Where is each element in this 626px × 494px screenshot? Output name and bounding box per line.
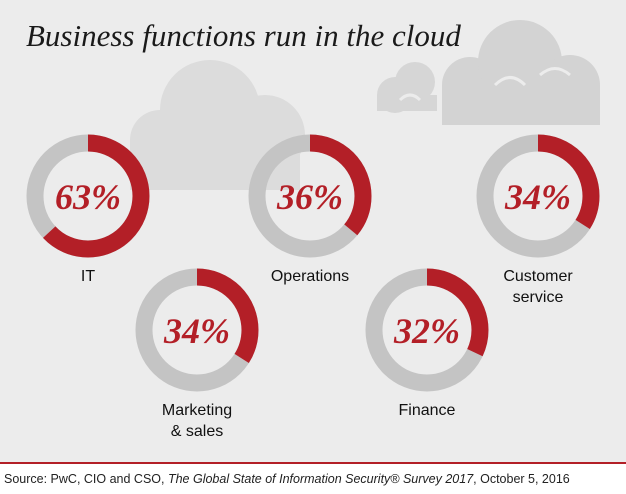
category-label-finance: Finance <box>357 400 497 421</box>
source-publication: The Global State of Information Security… <box>167 472 474 486</box>
chart-title: Business functions run in the cloud <box>26 18 461 53</box>
category-label-line: Customer <box>503 268 573 285</box>
cloud-icon <box>130 60 305 190</box>
donut-value-arc-customer-service <box>476 134 600 258</box>
infographic-panel: Business functions run in the cloud 63% 3… <box>0 0 626 462</box>
chart-canvas: 63% 36% 34% 34% 32% <box>26 20 600 392</box>
category-label-line: IT <box>80 268 96 285</box>
category-label-line: Marketing <box>161 402 233 419</box>
donut-value-arc-operations <box>248 134 372 258</box>
source-date: , October 5, 2016 <box>473 472 570 486</box>
cloud-icon <box>442 20 600 125</box>
cloud-icon <box>398 67 571 102</box>
donut-percent-label-customer-service: 34% <box>504 177 571 217</box>
category-label-line: service <box>512 289 564 306</box>
donut-percent-label-operations: 36% <box>276 177 343 217</box>
donut-value-arc-finance <box>365 268 489 392</box>
donut-value-arc-it <box>26 134 150 258</box>
category-label-it: IT <box>18 266 158 287</box>
donut-percent-label-marketing-and-sales: 34% <box>163 311 230 351</box>
category-label-line: Finance <box>398 402 456 419</box>
category-label-customer-service: Customer service <box>468 266 608 308</box>
category-label-line: & sales <box>170 423 224 440</box>
category-label-operations: Operations <box>240 266 380 287</box>
source-note: Source: PwC, CIO and CSO, The Global Sta… <box>4 472 570 486</box>
donut-value-arc-marketing-and-sales <box>135 268 259 392</box>
source-prefix: Source: PwC, CIO and CSO, <box>4 472 168 486</box>
donut-percent-label-finance: 32% <box>393 311 460 351</box>
category-label-marketing-and-sales: Marketing & sales <box>127 400 267 442</box>
cloud-icon <box>377 62 437 113</box>
donut-percent-label-it: 63% <box>55 177 121 217</box>
category-label-line: Operations <box>270 268 350 285</box>
footer-rule <box>0 462 626 464</box>
